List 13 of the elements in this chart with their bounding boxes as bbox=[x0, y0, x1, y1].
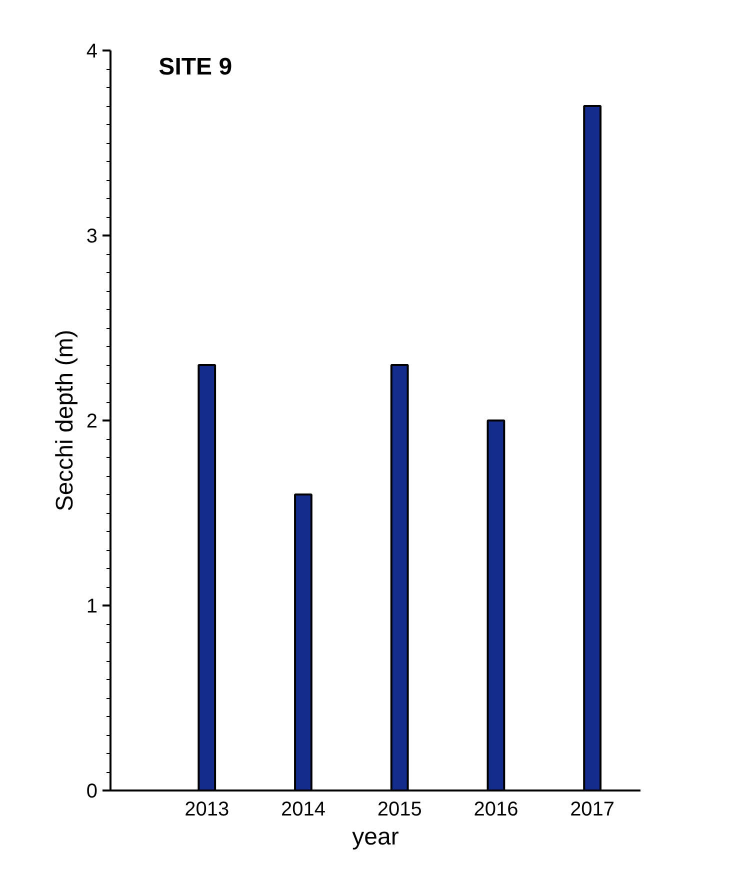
x-tick-label: 2016 bbox=[474, 798, 518, 820]
y-tick-label: 2 bbox=[86, 410, 98, 432]
y-tick-label: 3 bbox=[86, 226, 98, 248]
y-tick-label: 1 bbox=[86, 596, 98, 618]
y-axis-title: Secchi depth (m) bbox=[51, 330, 78, 512]
x-axis-title: year bbox=[352, 824, 399, 850]
x-tick-label: 2013 bbox=[184, 798, 230, 820]
x-tick-label: 2014 bbox=[280, 798, 326, 820]
x-tick-label: 2017 bbox=[570, 798, 615, 820]
y-tick-label: 0 bbox=[86, 780, 98, 802]
x-tick-label: 2015 bbox=[377, 798, 422, 820]
y-tick-label: 4 bbox=[86, 40, 98, 62]
chart-title: SITE 9 bbox=[158, 54, 232, 80]
